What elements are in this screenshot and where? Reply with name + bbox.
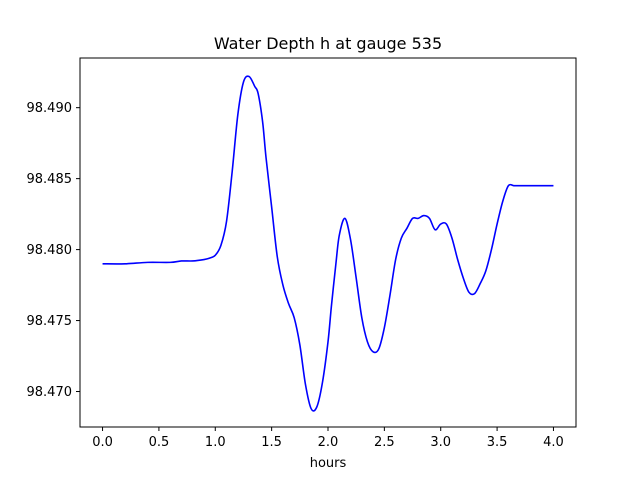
y-tick-label: 98.475 [27,314,73,329]
x-tick-label: 4.0 [543,435,564,450]
chart-title: Water Depth h at gauge 535 [214,34,442,53]
x-tick-label: 1.0 [205,435,226,450]
x-tick-label: 1.5 [261,435,282,450]
x-axis-label: hours [310,456,347,471]
plot-frame [79,57,577,428]
x-tick-label: 2.0 [318,435,339,450]
x-tick-label: 3.5 [487,435,508,450]
x-tick-label: 0.5 [149,435,170,450]
x-axis: 0.0 0.5 1.0 1.5 2.0 2.5 3.0 3.5 4.0 [92,427,564,450]
y-tick-label: 98.480 [27,243,73,258]
series-line [102,75,554,412]
y-tick-label: 98.485 [27,172,73,187]
x-tick-label: 3.0 [430,435,451,450]
y-tick-label: 98.470 [27,385,73,400]
y-tick-label: 98.490 [27,101,73,116]
plot-area [102,75,554,412]
x-tick-label: 0.0 [92,435,113,450]
y-axis: 98.470 98.475 98.480 98.485 98.490 [27,101,80,400]
x-tick-label: 2.5 [374,435,395,450]
